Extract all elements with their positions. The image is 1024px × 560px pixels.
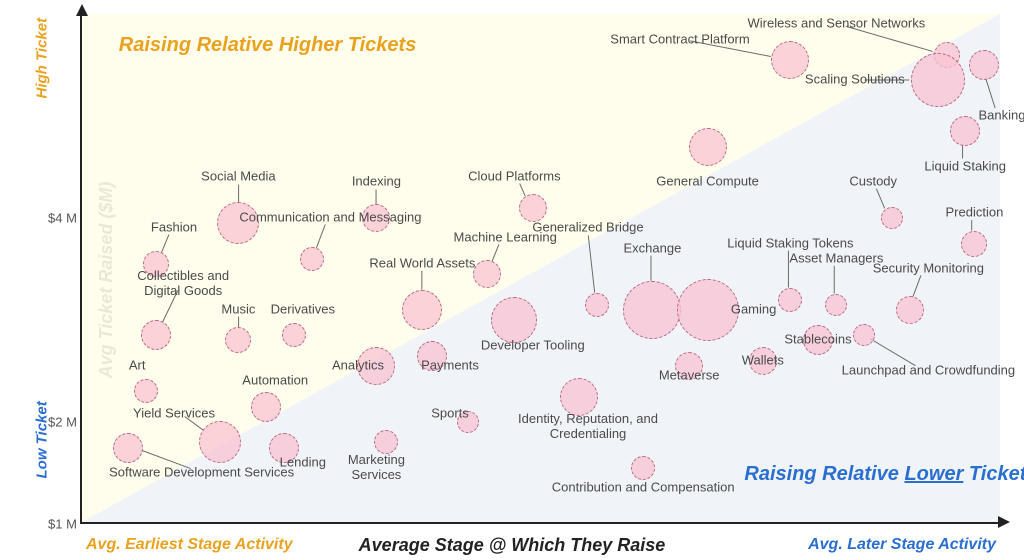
bubble-contrib xyxy=(631,456,655,480)
label-prediction: Prediction xyxy=(945,205,1003,220)
label-automation: Automation xyxy=(242,374,308,389)
bubble-banking xyxy=(969,50,999,80)
label-identity: Identity, Reputation, andCredentialing xyxy=(518,412,658,442)
lower-annotation-suffix: Tickets xyxy=(963,463,1024,485)
label-payments: Payments xyxy=(421,358,479,373)
bubble-custody xyxy=(881,207,903,229)
bubble-smartcontract xyxy=(771,41,809,79)
label-launchpad: Launchpad and Crowdfunding xyxy=(842,364,1015,379)
bubble-yield xyxy=(199,421,241,463)
lower-annotation-underline: Lower xyxy=(904,463,963,485)
bubble-rwa xyxy=(402,290,442,330)
label-indexing: Indexing xyxy=(352,175,401,190)
bubble-cloud xyxy=(519,194,547,222)
label-collect: Collectibles andDigital Goods xyxy=(137,269,229,299)
bubble-secmon xyxy=(896,296,924,324)
bubble-ml xyxy=(473,260,501,288)
y-axis-low-label: Low Ticket xyxy=(34,401,51,478)
label-fashion: Fashion xyxy=(151,221,197,236)
x-axis-right-label: Avg. Later Stage Activity xyxy=(808,536,996,554)
label-gaming: Gaming xyxy=(731,302,777,317)
label-contrib: Contribution and Compensation xyxy=(552,481,735,496)
bubble-genbridge xyxy=(585,293,609,317)
label-cloud: Cloud Platforms xyxy=(468,170,560,185)
label-custody: Custody xyxy=(849,175,897,190)
label-wallets: Wallets xyxy=(742,353,784,368)
bubble-scaling xyxy=(911,53,965,107)
bubble-exchange xyxy=(623,281,681,339)
label-social: Social Media xyxy=(201,170,275,185)
label-sds: Software Development Services xyxy=(109,466,294,481)
label-art: Art xyxy=(129,358,146,373)
bubble-automation xyxy=(251,392,281,422)
bubble-collect xyxy=(141,320,171,350)
label-rwa: Real World Assets xyxy=(369,256,475,271)
label-genbridge: Generalized Bridge xyxy=(532,221,643,236)
x-axis-title: Average Stage @ Which They Raise xyxy=(359,535,666,556)
y-axis-high-label: High Ticket xyxy=(34,18,51,99)
label-secmon: Security Monitoring xyxy=(873,262,984,277)
y-tick: $4 M xyxy=(48,211,77,226)
label-liquidstk: Liquid Staking xyxy=(924,160,1006,175)
label-sports: Sports xyxy=(431,406,469,421)
bubble-comm xyxy=(300,247,324,271)
label-metaverse: Metaverse xyxy=(659,369,720,384)
label-exchange: Exchange xyxy=(623,241,681,256)
x-axis-arrow-icon xyxy=(998,516,1010,528)
label-wireless: Wireless and Sensor Networks xyxy=(748,17,926,32)
label-smartcontract: Smart Contract Platform xyxy=(610,32,749,47)
x-axis-left-label: Avg. Earliest Stage Activity xyxy=(86,536,293,554)
label-scaling: Scaling Solutions xyxy=(805,73,905,88)
bubble-mkt xyxy=(374,430,398,454)
bubble-sds xyxy=(113,433,143,463)
upper-annotation: Raising Relative Higher Tickets xyxy=(119,34,417,57)
label-analytics: Analytics xyxy=(332,358,384,373)
bubble-prediction xyxy=(961,231,987,257)
bubble-art xyxy=(134,379,158,403)
bubble-assetmgr xyxy=(825,294,847,316)
plot-area: Raising Relative Higher Tickets Raising … xyxy=(80,14,1000,524)
bubble-identity xyxy=(560,378,598,416)
bubble-liquidstk xyxy=(950,116,980,146)
label-stable: Stablecoins xyxy=(784,333,851,348)
label-music: Music xyxy=(221,302,255,317)
y-tick: $2 M xyxy=(48,415,77,430)
lower-annotation-prefix: Raising Relative xyxy=(744,463,904,485)
y-axis-arrow-icon xyxy=(76,4,88,16)
bubble-gaming xyxy=(677,279,739,341)
label-mkt: MarketingServices xyxy=(348,453,405,483)
bubble-lst xyxy=(778,288,802,312)
y-tick: $1 M xyxy=(48,517,77,532)
bubble-launchpad xyxy=(853,324,875,346)
label-assetmgr: Asset Managers xyxy=(789,251,883,266)
bubble-general xyxy=(689,128,727,166)
bubble-music xyxy=(225,327,251,353)
lower-annotation: Raising Relative Lower Tickets xyxy=(744,463,1024,486)
label-comm: Communication and Messaging xyxy=(239,211,421,226)
label-banking: Banking xyxy=(979,109,1024,124)
label-devtool: Developer Tooling xyxy=(481,338,585,353)
bubble-scatter-chart: Avg Ticket Raised ($M) Low Ticket High T… xyxy=(0,0,1024,560)
label-deriv: Derivatives xyxy=(271,302,335,317)
label-general: General Compute xyxy=(656,175,759,190)
label-yield: Yield Services xyxy=(133,406,215,421)
label-lst: Liquid Staking Tokens xyxy=(727,236,853,251)
bubble-deriv xyxy=(282,323,306,347)
